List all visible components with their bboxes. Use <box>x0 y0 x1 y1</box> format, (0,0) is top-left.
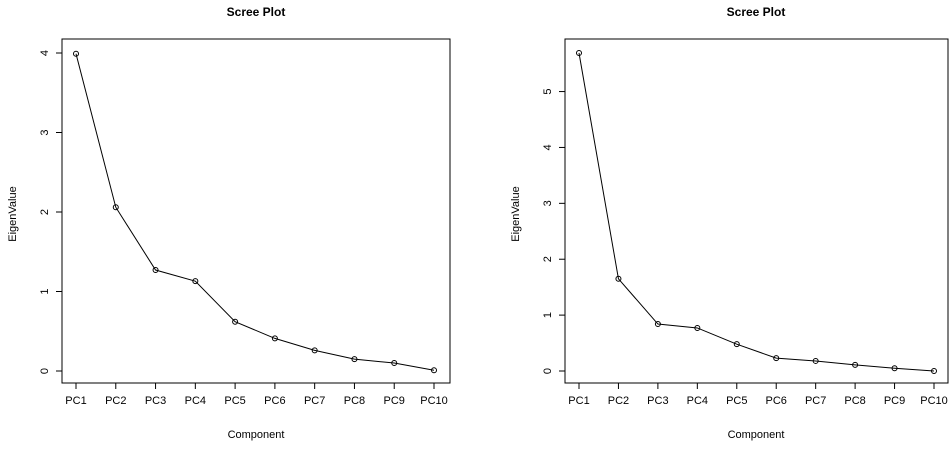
x-tick-label: PC8 <box>844 395 865 407</box>
data-point <box>931 368 937 374</box>
data-point <box>812 357 819 364</box>
data-point <box>654 321 661 328</box>
data-point <box>694 324 701 331</box>
eigenvalue-line <box>75 53 435 371</box>
data-point <box>73 50 79 57</box>
x-tick-label: PC10 <box>920 395 948 407</box>
y-tick-label: 5 <box>542 88 554 94</box>
data-point <box>192 278 199 285</box>
plot-frame <box>61 38 451 384</box>
x-tick-label: PC3 <box>145 395 166 407</box>
eigenvalue-points <box>576 50 937 374</box>
x-tick-label: PC4 <box>185 395 206 407</box>
y-tick-label: 2 <box>39 209 51 215</box>
y-axis: 0 1 2 3 4 5 <box>542 88 565 374</box>
y-tick-label: 2 <box>542 256 554 262</box>
chart-title: Scree Plot <box>727 5 786 19</box>
x-tick-label: PC1 <box>568 395 589 407</box>
x-axis: PC1 PC2 PC3 PC4 PC5 PC6 PC7 PC8 PC9 PC10 <box>65 383 448 407</box>
data-point <box>311 347 318 354</box>
x-tick-label: PC10 <box>420 395 448 407</box>
data-point <box>152 267 159 274</box>
scree-plot-right: Scree Plot Component EigenValue 0 1 2 3 4 5 P… <box>510 5 949 441</box>
x-tick-label: PC7 <box>304 395 325 407</box>
plot-frame <box>564 38 949 384</box>
x-axis: PC1 PC2 PC3 PC4 PC5 PC6 PC7 PC8 PC9 PC10 <box>568 383 948 407</box>
data-point <box>576 50 582 56</box>
data-point <box>391 360 398 367</box>
x-tick-label: PC4 <box>687 395 708 407</box>
chart-title: Scree Plot <box>227 5 286 19</box>
x-tick-label: PC9 <box>384 395 405 407</box>
y-axis: 0 1 2 3 4 <box>39 50 62 374</box>
y-tick-label: 3 <box>542 200 554 206</box>
x-tick-label: PC2 <box>105 395 126 407</box>
y-tick-label: 4 <box>39 50 51 56</box>
data-point <box>891 365 898 372</box>
x-tick-label: PC2 <box>608 395 629 407</box>
y-tick-label: 0 <box>542 368 554 374</box>
x-axis-label: Component <box>228 429 285 441</box>
data-point <box>615 275 622 282</box>
data-point <box>852 361 859 368</box>
x-tick-label: PC9 <box>884 395 905 407</box>
x-tick-label: PC5 <box>224 395 245 407</box>
x-axis-label: Component <box>728 429 785 441</box>
y-tick-label: 1 <box>542 312 554 318</box>
data-point <box>431 367 437 374</box>
y-tick-label: 1 <box>39 288 51 294</box>
x-tick-label: PC1 <box>65 395 86 407</box>
data-point <box>112 204 119 211</box>
y-tick-label: 0 <box>39 368 51 374</box>
x-tick-label: PC3 <box>647 395 668 407</box>
data-point <box>733 341 740 348</box>
data-point <box>232 318 239 325</box>
eigenvalue-points <box>73 50 437 374</box>
x-tick-label: PC5 <box>726 395 747 407</box>
data-point <box>351 356 358 363</box>
x-tick-label: PC7 <box>805 395 826 407</box>
data-point <box>271 335 278 342</box>
x-tick-label: PC6 <box>766 395 787 407</box>
y-tick-label: 4 <box>542 144 554 150</box>
data-point <box>773 355 780 362</box>
x-tick-label: PC8 <box>344 395 365 407</box>
y-axis-label: EigenValue <box>510 186 522 241</box>
x-tick-label: PC6 <box>264 395 285 407</box>
scree-plot-left: Scree Plot Component EigenValue 0 1 2 3 4 PC… <box>7 5 451 441</box>
y-axis-label: EigenValue <box>7 186 19 241</box>
y-tick-label: 3 <box>39 129 51 135</box>
eigenvalue-line <box>578 52 935 372</box>
